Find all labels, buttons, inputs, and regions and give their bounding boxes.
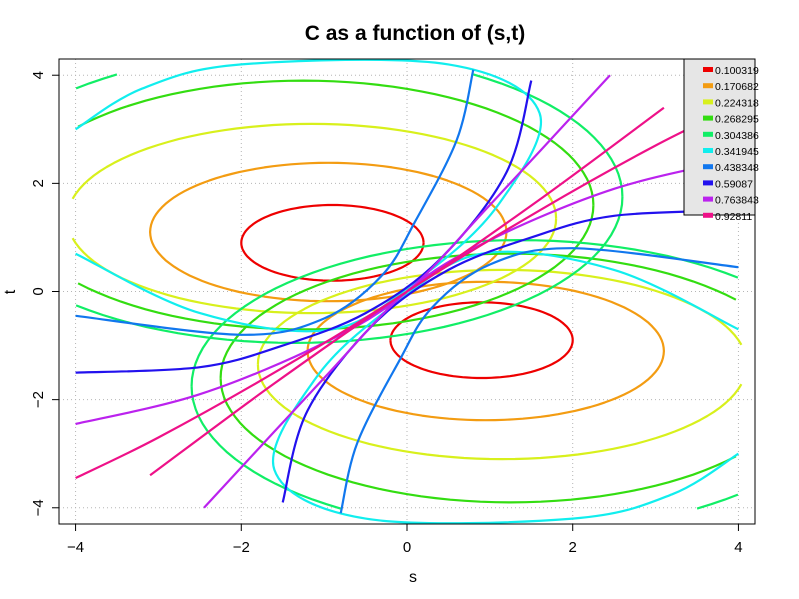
legend-swatch-0 <box>703 67 713 72</box>
contour-0 <box>240 203 574 380</box>
contour-3-upper-left <box>77 79 595 331</box>
contour-5-branch-b <box>271 250 739 525</box>
contour-6-branch-b <box>339 247 739 514</box>
contour-5 <box>75 58 739 525</box>
x-tick-label-1: −2 <box>233 539 250 556</box>
contour-curves <box>71 58 743 525</box>
contour-4-lower-right <box>190 239 739 510</box>
contour-1-lower-right <box>306 280 665 422</box>
legend-swatch-5 <box>703 148 713 153</box>
contour-9-branch-a <box>75 106 665 479</box>
legend-swatch-1 <box>703 83 713 89</box>
contour-7-branch-a <box>75 80 533 374</box>
legend-swatch-6 <box>703 164 713 170</box>
chart-title: C as a function of (s,t) <box>305 22 526 45</box>
contour-9 <box>75 104 739 479</box>
contour-7 <box>75 80 739 503</box>
legend-swatch-2 <box>703 99 713 105</box>
contour-8-branch-b <box>203 157 739 509</box>
x-axis-title: s <box>409 569 417 586</box>
contour-3-lower-right <box>219 252 737 504</box>
contour-4 <box>75 73 739 510</box>
x-axis: −4 −2 0 2 4 <box>67 524 743 556</box>
legend-swatch-9 <box>703 212 713 218</box>
legend-label-2: 0.224318 <box>715 97 759 109</box>
contour-0-upper-left <box>240 203 425 282</box>
contour-2-lower-right <box>256 268 743 461</box>
legend-label-4: 0.304386 <box>715 130 759 142</box>
y-tick-label-1: −2 <box>30 391 47 408</box>
legend-box <box>683 58 756 216</box>
y-tick-label-0: −4 <box>30 499 47 516</box>
legend-swatch-3 <box>703 115 713 121</box>
legend-swatch-7 <box>703 180 713 186</box>
y-tick-label-3: 2 <box>30 179 47 187</box>
legend-label-0: 0.100319 <box>715 65 759 77</box>
contour-1-upper-left <box>149 161 508 303</box>
legend-label-9: 0.92811 <box>715 211 752 223</box>
legend-swatch-4 <box>703 131 713 137</box>
x-tick-label-0: −4 <box>67 539 84 556</box>
y-tick-label-4: 4 <box>30 71 47 79</box>
y-axis-title: t <box>2 289 19 294</box>
contour-6-branch-a <box>75 69 475 336</box>
legend-swatch-8 <box>703 196 713 202</box>
x-tick-label-4: 4 <box>734 539 742 556</box>
contour-9-branch-b <box>149 104 739 477</box>
legend: 0.100319 0.170682 0.224318 0.268295 0.304386… <box>683 58 759 223</box>
contour-7-branch-b <box>281 209 739 503</box>
legend-label-5: 0.341945 <box>715 146 759 158</box>
legend-label-7: 0.59087 <box>715 178 753 190</box>
legend-label-8: 0.763843 <box>715 195 759 207</box>
x-tick-label-3: 2 <box>569 539 577 556</box>
contour-6 <box>75 69 739 514</box>
contour-5-branch-a <box>75 58 543 333</box>
y-tick-label-2: 0 <box>30 287 47 295</box>
contour-2-upper-left <box>71 122 558 315</box>
contour-8-branch-a <box>75 74 611 426</box>
contour-8 <box>75 74 739 509</box>
y-axis: −4 −2 0 2 4 <box>30 71 59 516</box>
contour-3 <box>77 79 737 504</box>
legend-label-3: 0.268295 <box>715 114 759 126</box>
contour-1 <box>149 161 665 422</box>
contour-4-upper-left <box>75 73 624 344</box>
legend-label-1: 0.170682 <box>715 81 759 93</box>
legend-label-6: 0.438348 <box>715 162 759 174</box>
x-tick-label-2: 0 <box>403 539 411 556</box>
contour-0-lower-right <box>389 301 574 380</box>
